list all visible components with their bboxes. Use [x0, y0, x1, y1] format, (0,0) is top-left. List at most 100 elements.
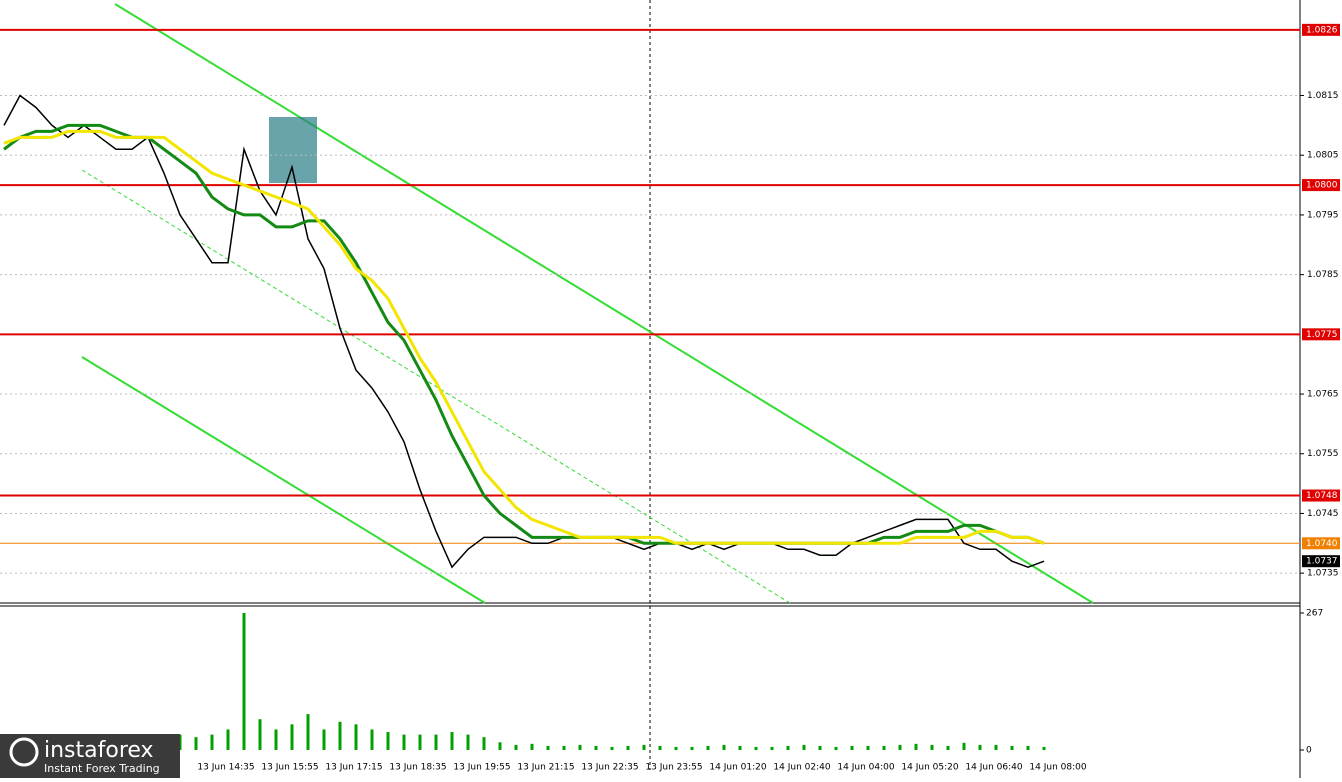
level-label: 1.0748 — [1306, 491, 1338, 501]
volume-bar — [594, 745, 598, 750]
x-tick-label: 14 Jun 02:40 — [773, 763, 830, 773]
logo-brand: instaforex — [44, 738, 154, 763]
volume-bar — [610, 746, 614, 750]
volume-bar — [306, 714, 310, 750]
volume-bar — [386, 732, 390, 750]
last-price-box — [1302, 555, 1340, 568]
level-label: 1.0826 — [1306, 25, 1338, 35]
volume-bar — [930, 744, 934, 750]
y-tick-label: 1.0805 — [1307, 151, 1339, 161]
volume-bar — [418, 734, 422, 750]
volume-bar — [1026, 745, 1030, 750]
x-tick-label: 14 Jun 06:40 — [965, 763, 1022, 773]
bid-box — [1302, 537, 1340, 550]
volume-bar — [1042, 746, 1046, 750]
last-price-label: 1.0737 — [1306, 557, 1338, 567]
volume-bar — [690, 746, 694, 750]
x-tick-label: 13 Jun 21:15 — [517, 763, 574, 773]
y-tick-label: 1.0755 — [1307, 449, 1339, 459]
volume-bar — [450, 732, 454, 750]
volume-bar — [530, 743, 534, 750]
logo-icon — [9, 737, 39, 767]
x-tick-label: 14 Jun 08:00 — [1029, 763, 1086, 773]
volume-bar — [402, 734, 406, 750]
volume-bar — [834, 746, 838, 750]
volume-bar — [946, 745, 950, 750]
volume-bar — [466, 734, 470, 750]
volume-tick-label: 0 — [1306, 746, 1312, 756]
volume-bar — [370, 729, 374, 750]
volume-bar — [770, 746, 774, 750]
volume-bar — [498, 742, 502, 750]
price-line — [3, 94, 1045, 569]
volume-bar — [226, 729, 230, 750]
y-tick-label: 1.0785 — [1307, 270, 1339, 280]
volume-bar — [354, 724, 358, 750]
level-label: 1.0775 — [1306, 330, 1338, 340]
volume-bar — [290, 724, 294, 750]
volume-bar — [818, 745, 822, 750]
x-tick-label: 13 Jun 22:35 — [581, 763, 638, 773]
volume-bar — [674, 746, 678, 750]
volume-bar — [850, 745, 854, 750]
volume-bar — [210, 734, 214, 750]
y-tick-label: 1.0795 — [1307, 210, 1339, 220]
level-box — [1302, 489, 1340, 502]
volume-bar — [626, 745, 630, 750]
volume-bar — [338, 721, 342, 750]
volume-bar — [546, 745, 550, 750]
x-tick-label: 13 Jun 17:15 — [325, 763, 382, 773]
y-tick-label: 1.0745 — [1307, 509, 1339, 519]
volume-bar — [1010, 745, 1014, 750]
volume-bar — [738, 745, 742, 750]
volume-bar — [658, 745, 662, 750]
level-box — [1302, 179, 1340, 192]
y-tick-label: 1.0735 — [1307, 569, 1339, 579]
price-line — [3, 129, 1045, 545]
volume-bar — [514, 744, 518, 750]
volume-bar — [562, 745, 566, 750]
trend-line — [81, 169, 791, 604]
volume-bar — [322, 729, 326, 750]
volume-bar — [706, 745, 710, 750]
volume-bar — [258, 719, 262, 750]
y-tick-label: 1.0765 — [1307, 390, 1339, 400]
x-tick-label: 13 Jun 15:55 — [261, 763, 318, 773]
x-tick-label: 13 Jun 23:55 — [645, 763, 702, 773]
x-tick-label: 13 Jun 18:35 — [389, 763, 446, 773]
level-label: 1.0800 — [1306, 181, 1338, 191]
volume-bar — [866, 745, 870, 750]
x-tick-label: 13 Jun 14:35 — [197, 763, 254, 773]
x-tick-label: 14 Jun 01:20 — [709, 763, 766, 773]
volume-bar — [242, 613, 246, 750]
logo-tagline: Instant Forex Trading — [44, 762, 160, 775]
level-box — [1302, 328, 1340, 341]
volume-tick-label: 267 — [1306, 609, 1323, 619]
y-tick-label: 1.0815 — [1307, 91, 1339, 101]
volume-bar — [994, 744, 998, 750]
volume-bar — [642, 744, 646, 750]
volume-bar — [482, 737, 486, 750]
trend-line — [81, 356, 486, 604]
x-tick-label: 13 Jun 19:55 — [453, 763, 510, 773]
volume-bar — [914, 743, 918, 750]
x-tick-label: 14 Jun 04:00 — [837, 763, 894, 773]
volume-bar — [898, 744, 902, 750]
volume-bar — [882, 745, 886, 750]
volume-bar — [274, 729, 278, 750]
volume-bar — [754, 746, 758, 750]
bid-label: 1.0740 — [1306, 539, 1338, 549]
x-tick-label: 14 Jun 05:20 — [901, 763, 958, 773]
volume-bar — [194, 737, 198, 750]
trend-line — [114, 3, 1094, 604]
volume-bar — [786, 745, 790, 750]
level-box — [1302, 23, 1340, 36]
volume-bar — [722, 744, 726, 750]
volume-bar — [978, 744, 982, 750]
volume-bar — [962, 742, 966, 750]
volume-bar — [802, 744, 806, 750]
volume-bar — [434, 734, 438, 750]
volume-bar — [578, 744, 582, 750]
